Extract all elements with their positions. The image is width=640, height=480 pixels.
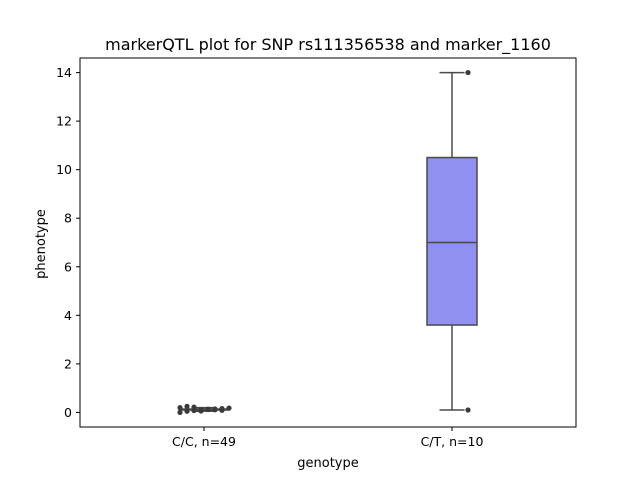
x-axis-label: genotype [297,456,358,471]
chart-title: markerQTL plot for SNP rs111356538 and m… [105,35,551,55]
outlier-point [219,407,225,413]
x-tick-label: C/C, n=49 [172,434,236,449]
outlier-point [191,404,197,410]
outlier-point [177,404,183,411]
x-tick-label: C/T, n=10 [421,434,484,449]
y-tick-label: 12 [56,114,72,129]
outlier-point [198,408,204,414]
y-axis-label: phenotype [34,209,49,279]
outlier-point [184,408,190,414]
outlier-point [465,69,471,76]
axes-frame [79,57,577,428]
y-tick-label: 0 [64,405,72,420]
outlier-point [205,406,211,412]
outlier-point [226,405,232,411]
box-iqr [426,156,478,326]
y-tick-label: 14 [56,65,72,80]
outlier-point [465,407,471,413]
plot-area: 0 2 4 6 8 10 12 14 C/C, n=49 C/T, n=10 [56,57,577,449]
y-tick-label: 2 [64,356,72,371]
outlier-point [212,407,218,413]
y-tick-label: 8 [64,211,72,226]
y-tick-label: 10 [56,162,72,177]
outlier-point [184,403,190,409]
outlier-point [177,409,183,416]
y-tick-label: 4 [64,308,72,323]
y-tick-label: 6 [64,259,72,274]
